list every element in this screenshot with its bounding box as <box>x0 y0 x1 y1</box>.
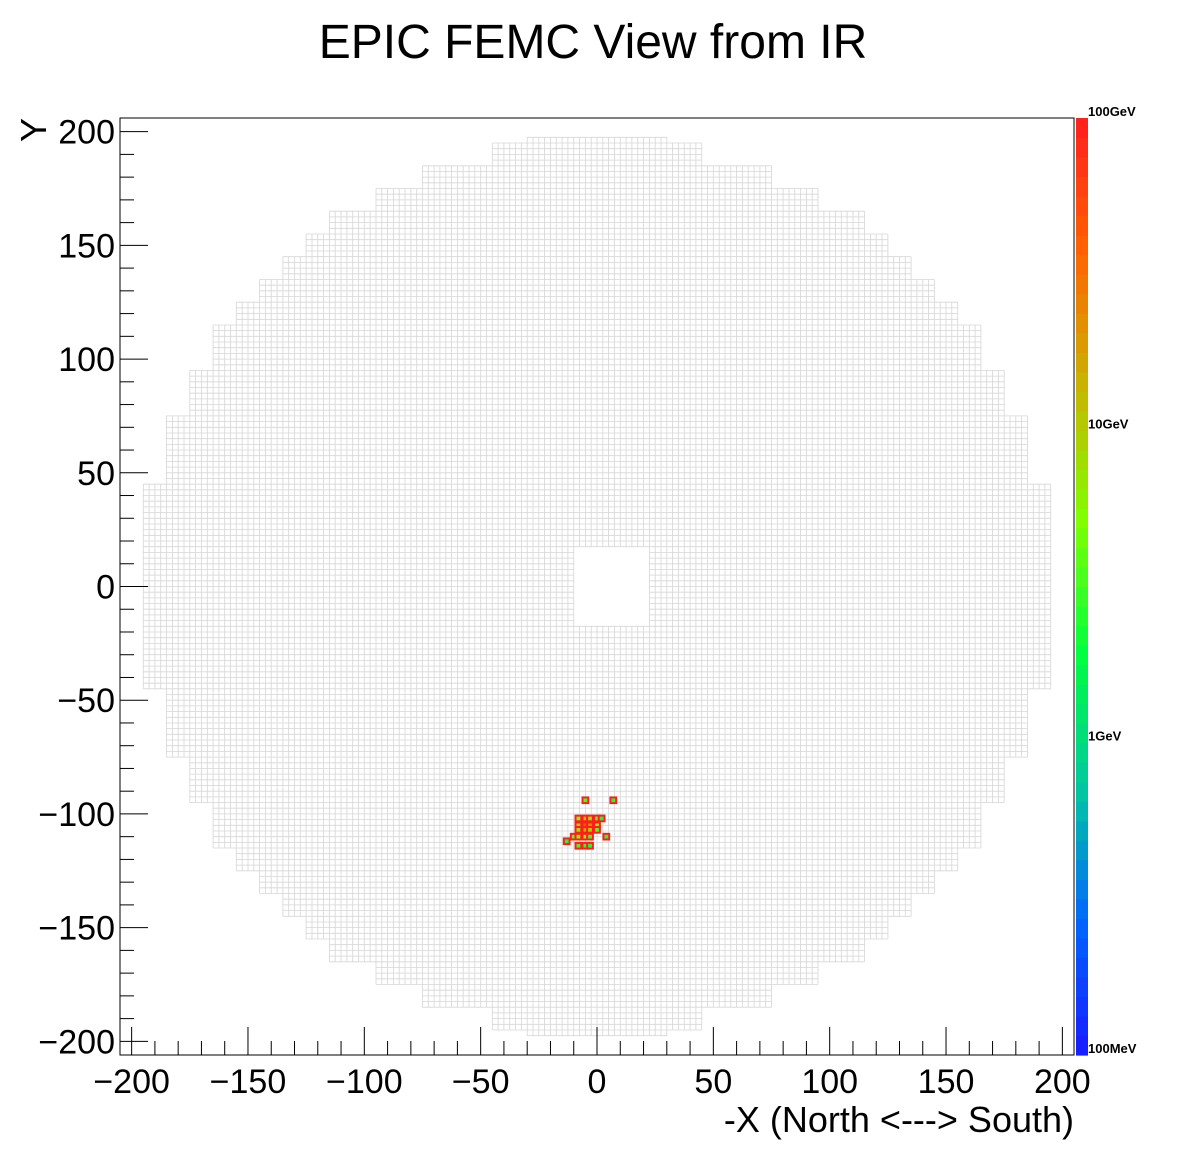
colorbar-segment <box>1076 508 1088 529</box>
hit-cell <box>602 832 611 841</box>
colorbar-segment <box>1076 1015 1088 1037</box>
colorbar-segment <box>1076 645 1088 666</box>
hit-cell <box>574 826 583 834</box>
colorbar-segment <box>1076 352 1088 373</box>
colorbar-segment <box>1076 879 1088 900</box>
hit-cell <box>574 814 583 823</box>
colorbar-segment <box>1076 254 1088 275</box>
colorbar-label: 100MeV <box>1088 1041 1137 1056</box>
colorbar-segment <box>1076 996 1088 1017</box>
colorbar-segment <box>1076 430 1088 451</box>
y-tick-label: −100 <box>38 796 115 834</box>
colorbar-segment <box>1076 293 1088 314</box>
colorbar-segment <box>1076 820 1088 841</box>
y-axis: −200 −150 −100 −50 0 50 100 150 200 <box>38 114 148 1061</box>
y-tick-label: 150 <box>58 227 115 265</box>
colorbar-label: 10GeV <box>1088 416 1129 431</box>
colorbar-segment <box>1076 586 1088 607</box>
hit-cell <box>562 837 571 846</box>
x-tick-label: 100 <box>801 1063 858 1101</box>
hit-cell <box>581 796 590 805</box>
colorbar-segment <box>1076 703 1088 724</box>
hit-cell <box>586 826 594 834</box>
colorbar-segment <box>1076 547 1088 568</box>
hit-cell <box>574 832 583 841</box>
x-axis-label: -X (North <---> South) <box>724 1099 1074 1140</box>
colorbar-segment <box>1076 606 1088 627</box>
y-axis-label: Y <box>13 118 54 142</box>
colorbar-segment <box>1076 937 1088 958</box>
y-tick-label: −50 <box>57 682 115 720</box>
x-tick-label: −150 <box>210 1063 287 1101</box>
x-tick-label: 200 <box>1034 1063 1091 1101</box>
colorbar-segment <box>1076 391 1088 412</box>
colorbar-segment <box>1076 235 1088 256</box>
colorbar-segment <box>1076 469 1088 490</box>
y-tick-label: −200 <box>38 1023 115 1061</box>
y-tick-label: 50 <box>77 455 115 493</box>
colorbar-segment <box>1076 566 1088 588</box>
hit-cell <box>586 832 594 841</box>
colorbar-segment <box>1076 801 1088 822</box>
colorbar-segment <box>1076 781 1088 802</box>
colorbar-segment <box>1076 137 1088 158</box>
hit-cells <box>562 796 618 850</box>
colorbar-segment <box>1076 196 1088 217</box>
colorbar-segment <box>1076 898 1088 919</box>
colorbar-segment <box>1076 176 1088 197</box>
colorbar-segment <box>1076 157 1088 178</box>
colorbar-segment <box>1076 488 1088 510</box>
x-tick-label: 50 <box>694 1063 732 1101</box>
colorbar-segment <box>1076 840 1088 861</box>
hit-cell <box>574 841 583 850</box>
x-tick-label: −100 <box>326 1063 403 1101</box>
colorbar-label: 100GeV <box>1088 104 1136 119</box>
colorbar-segment <box>1076 449 1088 470</box>
colorbar-segment <box>1076 332 1088 353</box>
colorbar-segment <box>1076 410 1088 431</box>
colorbar-segment <box>1076 976 1088 998</box>
hit-cell <box>586 841 594 850</box>
chart-title: EPIC FEMC View from IR <box>319 16 868 69</box>
colorbar-segment <box>1076 762 1088 783</box>
colorbar-segment <box>1076 742 1088 763</box>
colorbar-segment <box>1076 1035 1088 1056</box>
y-tick-label: 200 <box>58 114 115 152</box>
detector-cells <box>142 136 1052 1037</box>
x-tick-label: −200 <box>93 1063 170 1101</box>
colorbar-segment <box>1076 274 1088 295</box>
x-tick-label: 0 <box>588 1063 607 1101</box>
x-axis: −200 −150 −100 −50 0 50 100 150 200 <box>93 1027 1091 1101</box>
colorbar-segment <box>1076 723 1088 744</box>
hit-cell <box>597 814 606 823</box>
colorbar-segment <box>1076 118 1088 139</box>
y-tick-label: 0 <box>96 569 115 607</box>
cell-grid <box>142 136 1052 1037</box>
y-tick-label: 100 <box>58 341 115 379</box>
colorbar-segment <box>1076 664 1088 685</box>
x-tick-label: −50 <box>452 1063 510 1101</box>
hit-cell <box>593 826 601 834</box>
colorbar-segment <box>1076 859 1088 880</box>
colorbar-segment <box>1076 625 1088 646</box>
colorbar-label: 1GeV <box>1088 729 1122 744</box>
colorbar-segment <box>1076 527 1088 549</box>
colorbar-segment <box>1076 918 1088 939</box>
y-tick-label: −150 <box>38 910 115 948</box>
colorbar: 100GeV 10GeV 1GeV 100MeV <box>1076 104 1137 1056</box>
hit-cell <box>586 814 594 823</box>
colorbar-segment <box>1076 957 1088 978</box>
hit-cell <box>609 796 618 805</box>
colorbar-segment <box>1076 684 1088 705</box>
colorbar-segment <box>1076 371 1088 392</box>
colorbar-segment <box>1076 215 1088 236</box>
colorbar-segment <box>1076 313 1088 334</box>
x-tick-label: 150 <box>918 1063 975 1101</box>
